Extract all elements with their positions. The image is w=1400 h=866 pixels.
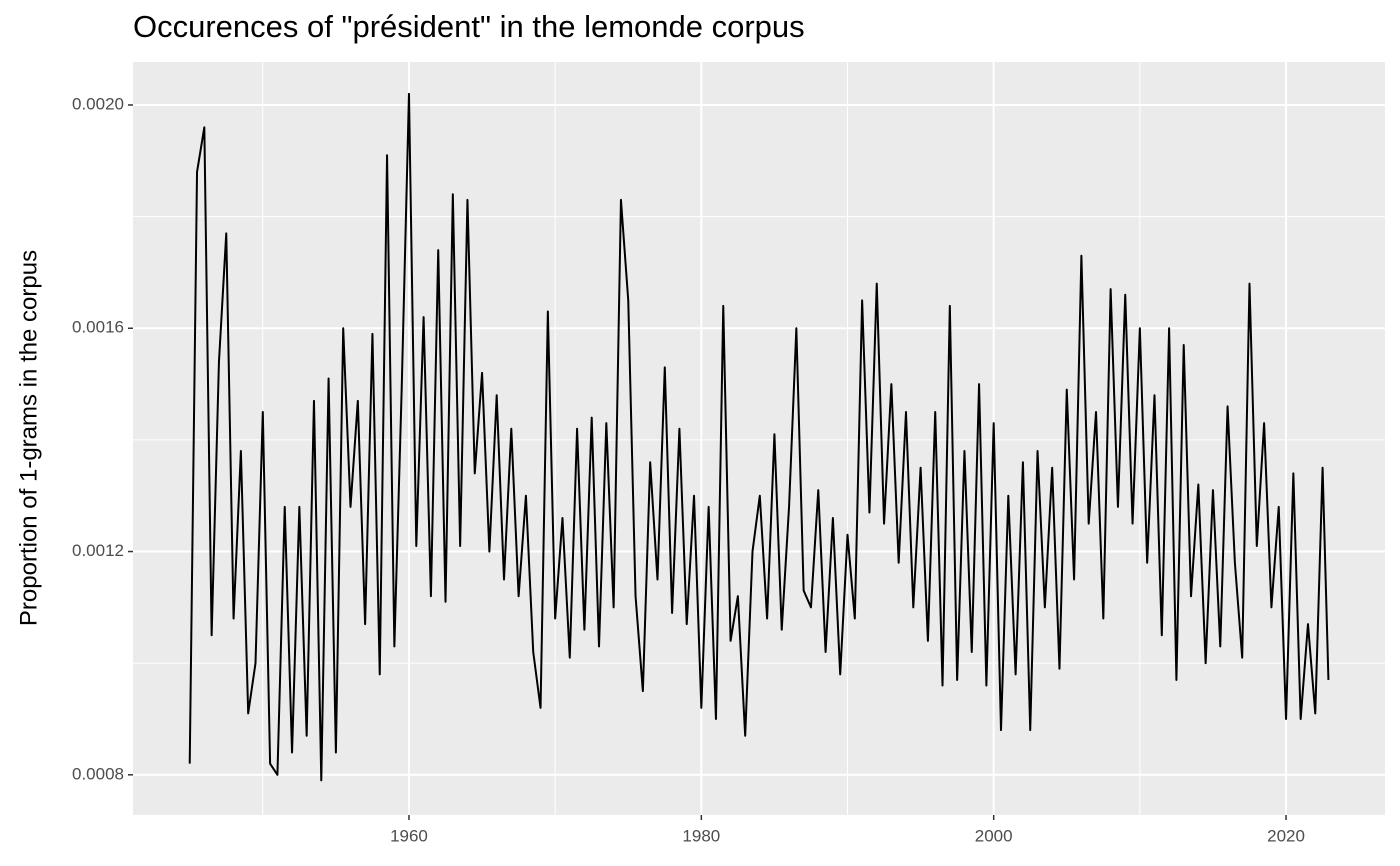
x-tick-label: 2000 bbox=[975, 826, 1013, 845]
y-tick-label: 0.0012 bbox=[72, 541, 124, 560]
x-tick-label: 1980 bbox=[682, 826, 720, 845]
x-tick-label: 2020 bbox=[1267, 826, 1305, 845]
x-tick-label: 1960 bbox=[390, 826, 428, 845]
y-tick-label: 0.0020 bbox=[72, 94, 124, 113]
y-axis-label: Proportion of 1-grams in the corpus bbox=[15, 250, 42, 626]
data-line bbox=[188, 92, 1330, 782]
plot-panel bbox=[133, 62, 1385, 815]
y-tick-label: 0.0016 bbox=[72, 318, 124, 337]
y-tick-label: 0.0008 bbox=[72, 764, 124, 783]
chart-title: Occurences of "président" in the lemonde… bbox=[133, 9, 805, 44]
